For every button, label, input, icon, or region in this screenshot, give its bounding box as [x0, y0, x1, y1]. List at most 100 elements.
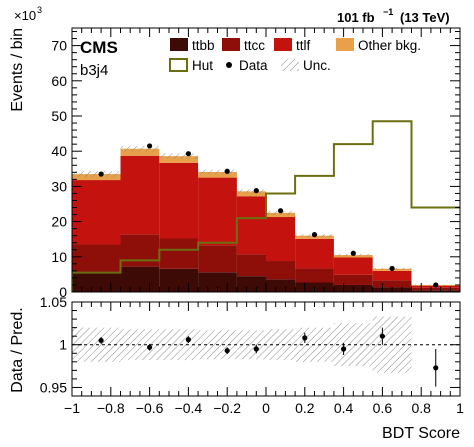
bar-ttcc-9	[411, 287, 460, 291]
top-y-tick-label: 0	[59, 284, 67, 300]
bar-ttlf-7	[333, 257, 373, 275]
stacked-histogram	[72, 148, 460, 292]
ratio-band-2	[159, 329, 199, 361]
top-y-tick-label: 30	[51, 178, 67, 194]
luminosity-label: 101 fb −1 (13 TeV)	[337, 7, 450, 25]
top-y-axis-title: Events / bin	[9, 28, 26, 112]
bar-other-1	[120, 148, 160, 156]
legend-label-ttcc: ttcc	[244, 38, 265, 53]
lumi-power: −1	[383, 7, 393, 17]
data-point-3	[224, 168, 230, 174]
ratio-panel: 0.95 1 1.05 −1 −0.8 −0.6 −0.4 −0.2 0 0.2 0.4 0.6 0.…	[40, 294, 464, 416]
top-y-axis-ticks: 0 10 20 30 40 50 60 70	[51, 31, 460, 300]
bar-ttlf-2	[159, 162, 199, 239]
legend-swatch-hut	[169, 58, 188, 72]
legend-swatch-unc	[281, 59, 299, 71]
legend-label-ttlf: ttlf	[296, 38, 311, 53]
bar-ttcc-3	[198, 245, 237, 273]
data-point-6	[311, 232, 318, 238]
lumi-energy: (13 TeV)	[400, 10, 450, 25]
bar-ttlf-8	[372, 270, 412, 281]
ratio-y-axis-ticks: 0.95 1 1.05	[40, 294, 460, 395]
top-y-tick-label: 50	[51, 108, 67, 124]
legend-swatch-ttlf	[274, 38, 292, 51]
bar-ttcc-6	[295, 268, 334, 283]
x-tick-label: −0.6	[136, 400, 164, 416]
bar-ttlf-1	[120, 155, 160, 235]
top-y-tick-label: 70	[51, 38, 67, 54]
x-tick-label: −1	[64, 400, 80, 416]
ratio-point-4	[253, 346, 259, 352]
bar-other-0	[72, 174, 121, 181]
unc-band-3	[198, 169, 237, 175]
ratio-x-axis-ticks: −1 −0.8 −0.6 −0.4 −0.2 0 0.2 0.4 0.6 0.8 1	[64, 302, 464, 416]
ratio-point-3	[224, 348, 230, 354]
top-x-axis-ticks	[71, 28, 461, 292]
top-y-tick-label: 10	[51, 249, 67, 265]
bar-ttbb-4	[236, 276, 266, 292]
x-tick-label: −0.8	[97, 400, 125, 416]
x-axis-title: BDT Score	[382, 425, 460, 442]
unc-band-4	[236, 189, 266, 194]
exponent-label: ×10	[14, 8, 36, 23]
ratio-y-tick-label: 0.95	[40, 379, 67, 395]
bar-other-2	[159, 156, 199, 163]
category-label: b3j4	[80, 62, 108, 79]
legend-swatch-ttbb	[170, 38, 188, 51]
bar-ttbb-9	[411, 290, 460, 292]
ratio-point-5	[302, 335, 308, 341]
bar-ttlf-5	[266, 217, 296, 262]
data-point-9	[433, 282, 439, 288]
bar-ttlf-0	[72, 180, 121, 245]
bar-ttcc-5	[266, 261, 296, 280]
unc-band-2	[159, 153, 199, 159]
x-tick-label: 0.6	[373, 400, 393, 416]
legend-marker-data	[226, 62, 232, 68]
lumi-value: 101 fb	[337, 10, 375, 25]
bar-ttlf-3	[198, 177, 237, 246]
legend-label-data: Data	[239, 58, 268, 73]
legend: ttbb ttcc ttlf Other bkg. Hut Data Unc.	[169, 38, 421, 73]
top-y-tick-label: 20	[51, 214, 67, 230]
ratio-points	[98, 327, 439, 387]
bar-other-5	[266, 212, 296, 218]
data-point-7	[350, 250, 356, 256]
bar-ttcc-1	[120, 234, 160, 267]
bar-other-3	[198, 171, 237, 178]
experiment-label: CMS	[80, 38, 118, 57]
x-tick-label: 0	[262, 400, 270, 416]
unc-band-1	[120, 145, 160, 152]
x-tick-label: 1	[456, 400, 464, 416]
x-tick-label: −0.2	[213, 400, 241, 416]
legend-swatch-other	[336, 38, 354, 51]
data-point-4	[253, 188, 259, 194]
ratio-point-8	[433, 365, 439, 371]
ratio-y-tick-label: 1	[59, 337, 67, 353]
legend-label-hut: Hut	[192, 58, 213, 73]
ratio-point-6	[341, 346, 347, 352]
top-panel: 0 10 20 30 40 50 60 70 CMS b3j4 ttbb ttcc ttlf …	[51, 27, 461, 300]
legend-label-ttbb: ttbb	[192, 38, 215, 53]
bar-ttcc-2	[159, 238, 199, 269]
ratio-point-0	[98, 337, 104, 344]
bar-ttbb-0	[72, 272, 121, 292]
data-point-1	[147, 143, 153, 149]
data-point-2	[185, 151, 191, 157]
ratio-point-7	[379, 333, 385, 339]
bar-ttlf-4	[236, 196, 266, 255]
top-y-tick-label: 60	[51, 73, 67, 89]
data-point-0	[98, 171, 104, 177]
hut-signal-line	[72, 120, 460, 292]
top-y-tick-label: 40	[51, 143, 67, 159]
bar-ttcc-4	[236, 254, 266, 277]
bar-other-6	[295, 235, 334, 239]
ratio-point-2	[185, 337, 191, 343]
ratio-y-tick-label: 1.05	[40, 294, 67, 310]
x-tick-label: 0.4	[334, 400, 354, 416]
exponent-power: 3	[37, 5, 42, 15]
x-tick-label: 0.2	[295, 400, 315, 416]
bar-ttcc-7	[333, 274, 373, 285]
data-point-8	[389, 265, 395, 272]
ratio-point-1	[147, 344, 153, 350]
